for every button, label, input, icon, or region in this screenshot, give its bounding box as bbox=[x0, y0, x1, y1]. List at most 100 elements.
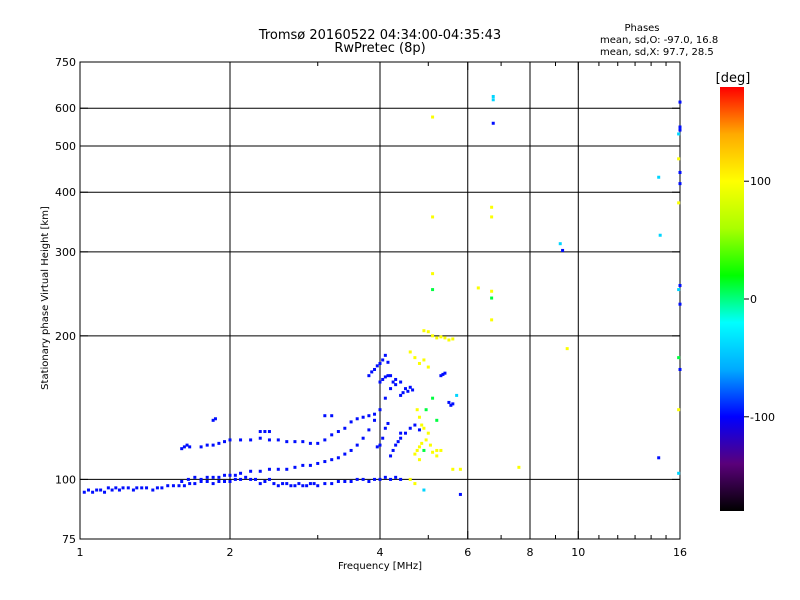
data-point bbox=[276, 467, 280, 471]
data-point bbox=[370, 370, 374, 374]
data-point bbox=[177, 484, 181, 488]
data-point bbox=[316, 484, 320, 488]
data-point bbox=[431, 288, 435, 292]
data-point bbox=[426, 365, 430, 369]
data-point bbox=[677, 356, 681, 360]
data-point bbox=[517, 465, 521, 469]
data-point bbox=[413, 452, 417, 456]
data-point bbox=[367, 428, 371, 432]
data-point bbox=[389, 387, 393, 391]
data-point bbox=[330, 458, 334, 462]
data-point bbox=[330, 433, 334, 437]
data-point bbox=[490, 205, 494, 209]
data-point bbox=[312, 482, 316, 486]
data-point bbox=[267, 467, 271, 471]
data-point bbox=[182, 445, 186, 449]
data-point bbox=[228, 479, 232, 483]
data-point bbox=[411, 388, 415, 392]
data-point bbox=[336, 430, 340, 434]
data-point bbox=[293, 465, 297, 469]
data-point bbox=[394, 383, 398, 387]
data-point bbox=[399, 436, 403, 440]
data-point bbox=[293, 484, 297, 488]
data-point bbox=[217, 441, 221, 445]
data-point bbox=[678, 170, 682, 174]
data-point bbox=[297, 482, 301, 486]
y-tick-label: 500 bbox=[55, 140, 76, 153]
data-point bbox=[110, 488, 114, 492]
colorbar-tick-label: -100 bbox=[750, 411, 775, 424]
data-point bbox=[308, 441, 312, 445]
data-point bbox=[323, 414, 327, 418]
x-tick-label: 2 bbox=[227, 546, 234, 559]
data-point bbox=[439, 448, 443, 452]
data-point bbox=[217, 475, 221, 479]
axis-ticks: 1 2 4 6 8 10 16 75 100 200 300 400 500 600 750 bbox=[55, 56, 687, 559]
data-point bbox=[121, 486, 125, 490]
data-point bbox=[336, 456, 340, 460]
y-tick-label: 400 bbox=[55, 186, 76, 199]
data-point bbox=[95, 488, 99, 492]
data-point bbox=[267, 477, 271, 481]
data-point bbox=[678, 100, 682, 104]
data-point bbox=[131, 488, 135, 492]
data-point bbox=[451, 402, 455, 406]
colorbar-label: [deg] bbox=[716, 71, 751, 86]
data-point bbox=[458, 492, 462, 496]
data-point bbox=[383, 396, 387, 400]
data-point bbox=[378, 361, 382, 365]
data-point bbox=[443, 336, 447, 340]
data-point bbox=[373, 418, 377, 422]
data-point bbox=[417, 361, 421, 365]
data-point bbox=[211, 475, 215, 479]
data-point bbox=[383, 426, 387, 430]
data-point bbox=[323, 460, 327, 464]
data-point bbox=[106, 486, 110, 490]
data-point bbox=[263, 479, 267, 483]
data-point bbox=[301, 463, 305, 467]
data-point bbox=[413, 423, 417, 427]
data-point bbox=[431, 115, 435, 119]
data-point bbox=[182, 484, 186, 488]
x-tick-label: 8 bbox=[527, 546, 534, 559]
colorbar bbox=[720, 87, 744, 511]
data-point bbox=[289, 484, 293, 488]
data-point bbox=[386, 421, 390, 425]
data-point bbox=[199, 477, 203, 481]
data-point bbox=[426, 431, 430, 435]
data-point bbox=[276, 484, 280, 488]
data-point bbox=[403, 431, 407, 435]
data-point bbox=[408, 350, 412, 354]
data-point bbox=[316, 461, 320, 465]
data-point bbox=[367, 374, 371, 378]
data-point bbox=[249, 438, 253, 442]
y-tick-label: 200 bbox=[55, 330, 76, 343]
colorbar-tick-label: 100 bbox=[750, 175, 771, 188]
data-point bbox=[180, 479, 184, 483]
data-point bbox=[431, 215, 435, 219]
data-point bbox=[343, 452, 347, 456]
data-point bbox=[491, 121, 495, 125]
x-tick-label: 1 bbox=[77, 546, 84, 559]
data-point bbox=[355, 417, 359, 421]
data-point bbox=[381, 377, 385, 381]
data-point bbox=[403, 387, 407, 391]
data-point bbox=[441, 372, 445, 376]
data-point bbox=[408, 385, 412, 389]
data-point bbox=[166, 484, 170, 488]
data-point bbox=[399, 431, 403, 435]
data-point bbox=[293, 440, 297, 444]
data-point bbox=[431, 272, 435, 276]
data-point bbox=[228, 473, 232, 477]
data-point bbox=[399, 477, 403, 481]
data-point bbox=[658, 233, 662, 237]
data-point bbox=[285, 467, 289, 471]
data-point bbox=[561, 248, 565, 252]
data-point bbox=[244, 475, 248, 479]
data-point bbox=[135, 486, 139, 490]
data-point bbox=[217, 479, 221, 483]
data-point bbox=[458, 467, 462, 471]
data-point bbox=[391, 380, 395, 384]
data-point bbox=[267, 438, 271, 442]
